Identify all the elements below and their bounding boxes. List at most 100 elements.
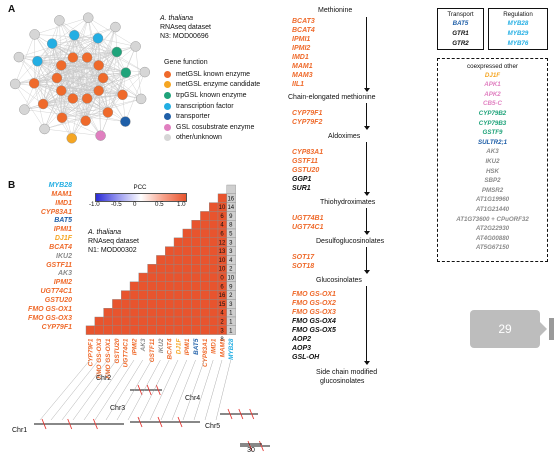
gene-label: UGT74C1: [40, 288, 72, 296]
legend-dot-icon: [164, 70, 171, 78]
pathway-gene: AOP2: [292, 336, 312, 343]
legend-item: other/unknown: [164, 133, 260, 144]
network-edge: [71, 57, 88, 139]
pathway-substrate: Thiohydroximates: [320, 199, 376, 206]
heatmap-cell: [208, 237, 219, 247]
network-node: [102, 107, 114, 118]
heatmap-cell: [173, 246, 184, 256]
legend-dot-icon: [164, 81, 171, 89]
heatmap-cell: [103, 325, 113, 335]
heatmap-diag-cell: [226, 325, 236, 335]
regulation-box: Regulation MYB28 MYB29 MYB76: [488, 8, 548, 50]
heatmap-cell: [208, 255, 219, 265]
bottom-gene-label: BCAT4: [167, 338, 174, 359]
bottom-gene-label: MYB28: [228, 338, 235, 360]
bottom-gene-label: UGT74C1: [123, 338, 130, 367]
heatmap-cell: [173, 307, 184, 318]
heatmap-cell: [200, 290, 210, 300]
gene-label: FMO GS-OX1: [28, 305, 72, 313]
distance-label: 0: [220, 276, 224, 282]
colorbar-tick: 0.5: [155, 201, 164, 208]
network-edge: [85, 72, 127, 121]
gene-position-tick: [155, 384, 161, 396]
gene-label: IPMI2: [53, 279, 72, 287]
chromosome-label: Chr5: [205, 423, 220, 430]
gene-position-tick: [238, 408, 244, 420]
colorbar-tick: -1.0: [89, 201, 100, 208]
legend-item: transporter: [164, 111, 260, 122]
network-edge: [43, 103, 126, 122]
distance-label: 6: [220, 232, 224, 238]
box-gene: AT2G22930: [475, 225, 510, 233]
heatmap-cell: [129, 299, 140, 309]
page-number-badge[interactable]: 29: [470, 310, 540, 348]
box-gene: MYB28: [507, 19, 529, 27]
heatmap-cell: [138, 316, 148, 327]
network-node: [56, 112, 68, 123]
heatmap-cell: [200, 281, 210, 291]
pathway-arrowhead-icon: [363, 126, 370, 130]
heatmap-cell: [164, 290, 175, 300]
legend-dot-icon: [164, 113, 171, 121]
network-edge: [88, 17, 136, 47]
heatmap-cell: [173, 290, 184, 300]
distance-label: 4: [220, 223, 224, 229]
pathway-gene: BCAT4: [292, 27, 315, 34]
box-gene: AK3: [486, 148, 499, 156]
gene-position-tick: [247, 440, 253, 452]
connector-line: [116, 360, 152, 421]
pathway-arrow-icon: [366, 17, 367, 91]
heatmap-cell: [129, 290, 140, 300]
distance-label: 3: [229, 240, 233, 246]
legend-dot-icon: [164, 134, 171, 142]
heatmap-diag-cell: [226, 184, 236, 195]
heatmap-cell: [182, 316, 192, 327]
network-edge: [42, 38, 99, 105]
network-edge: [42, 20, 60, 105]
heatmap-cell: [208, 316, 219, 327]
panel-a-dataset-type: RNAseq dataset: [160, 24, 211, 31]
panel-a-species: A. thaliana: [160, 15, 194, 22]
gene-label: IPMI1: [53, 226, 72, 234]
next-page-arrow-icon[interactable]: [540, 322, 547, 336]
pathway-gene: CYP79F1: [292, 110, 323, 117]
distance-label: 6: [220, 284, 224, 290]
heatmap-cell: [200, 272, 210, 283]
network-edge: [37, 35, 75, 62]
legend-dot-icon: [164, 123, 171, 131]
network-node: [66, 133, 77, 144]
pathway-gene: FMO GS-OX5: [292, 327, 336, 334]
network-edge: [61, 35, 75, 118]
heatmap-cell: [156, 299, 166, 309]
network-edge: [61, 72, 126, 91]
distance-label: 4: [220, 311, 224, 317]
distance-label: 6: [220, 214, 224, 220]
scroll-edge-bar[interactable]: [549, 318, 554, 340]
panel-b-gene-list: MYB28 MAM1 IMD1 CYP83A1 BAT5 IPMI1 DJ1F BCAT4 IK…: [2, 182, 72, 332]
legend-label: other/unknown: [176, 134, 222, 142]
pathway-gene: SUR1: [292, 185, 311, 192]
box-gene: GTR1: [452, 29, 469, 37]
pathway-arrowhead-icon: [363, 231, 370, 235]
pathway-substrate: Glucosinolates: [316, 277, 362, 284]
heatmap-cell: [164, 299, 175, 309]
pathway-gene: IPMI2: [292, 45, 311, 52]
pathway-gene: CYP83A1: [292, 149, 324, 156]
box-gene: AT1G21440: [475, 205, 510, 213]
bottom-gene-label: GSTU20: [114, 338, 121, 363]
pathway-gene: GSTU20: [292, 167, 320, 174]
pathway-gene: UGT74C1: [292, 224, 324, 231]
network-edge: [44, 98, 142, 130]
heatmap-cell: [200, 316, 210, 327]
connector-line: [204, 360, 223, 421]
heatmap-cell: [200, 246, 210, 256]
heatmap-cell: [147, 263, 157, 274]
distance-label: 14: [227, 205, 234, 211]
coexpression-network: [10, 12, 150, 144]
heatmap-cell: [208, 202, 219, 212]
gsl-pathway: Methionine BCAT3 BCAT4 IPMI1 IPMI2 IMD1 MAM1 MA…: [288, 0, 438, 452]
legend-label: metGSL known enzyme: [176, 70, 251, 78]
distance-label: 2: [220, 320, 224, 326]
heatmap-cell: [208, 272, 219, 283]
heatmap-cell: [156, 325, 166, 335]
